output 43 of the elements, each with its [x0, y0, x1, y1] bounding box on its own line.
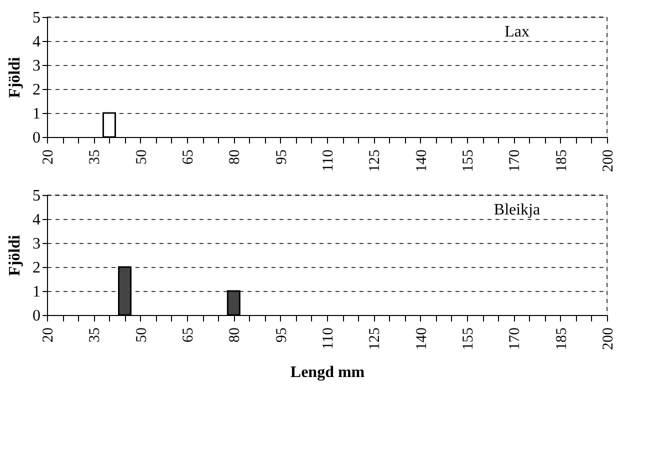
y-tick-label: 3 — [32, 58, 40, 74]
text: Bleikja — [494, 201, 540, 218]
x-tick-label: 20 — [40, 328, 56, 342]
x-tick-label: 185 — [554, 150, 570, 172]
y-tick-label: 3 — [32, 236, 40, 252]
y-axis-title: Fjöldi — [6, 56, 24, 98]
y-tick-label: 1 — [32, 284, 40, 300]
x-tick-label: 200 — [600, 328, 616, 350]
x-tick-label: 125 — [367, 150, 384, 172]
y-tick-label: 5 — [32, 10, 40, 26]
x-tick-label: 35 — [87, 328, 104, 342]
y-axis-title: Fjöldi — [6, 234, 24, 276]
x-tick-label: 95 — [274, 150, 290, 164]
y-tick-label: 1 — [32, 106, 40, 122]
y-tick-label: 0 — [32, 130, 40, 146]
x-axis-title: Lengd mm — [290, 364, 366, 381]
x-tick-label: 110 — [320, 150, 336, 172]
x-tick-label: 185 — [554, 328, 570, 350]
text: Lax — [504, 23, 530, 40]
y-tick-label: 0 — [32, 308, 40, 324]
x-tick-label: 170 — [507, 150, 524, 172]
y-tick-label: 2 — [32, 260, 40, 276]
y-tick-label: 4 — [32, 212, 40, 228]
x-tick-label: 110 — [320, 328, 336, 350]
x-tick-label: 80 — [227, 328, 244, 342]
x-tick-label: 170 — [507, 328, 524, 350]
x-tick-label: 65 — [180, 150, 196, 164]
x-tick-label: 140 — [414, 328, 430, 350]
x-tick-label: 200 — [600, 150, 616, 172]
y-tick-label: 2 — [32, 82, 40, 98]
x-tick-label: 20 — [40, 150, 56, 164]
x-tick-label: 50 — [134, 328, 150, 342]
x-tick-label: 125 — [367, 328, 384, 350]
x-tick-label: 155 — [460, 150, 476, 172]
x-tick-label: 35 — [87, 150, 104, 164]
x-tick-label: 95 — [274, 328, 290, 342]
x-tick-label: 80 — [227, 150, 244, 164]
x-tick-label: 140 — [414, 150, 430, 172]
y-tick-label: 4 — [32, 34, 40, 50]
x-tick-label: 50 — [134, 150, 150, 164]
x-tick-label: 65 — [180, 328, 196, 342]
x-tick-label: 155 — [460, 328, 476, 350]
y-tick-label: 5 — [32, 188, 40, 204]
